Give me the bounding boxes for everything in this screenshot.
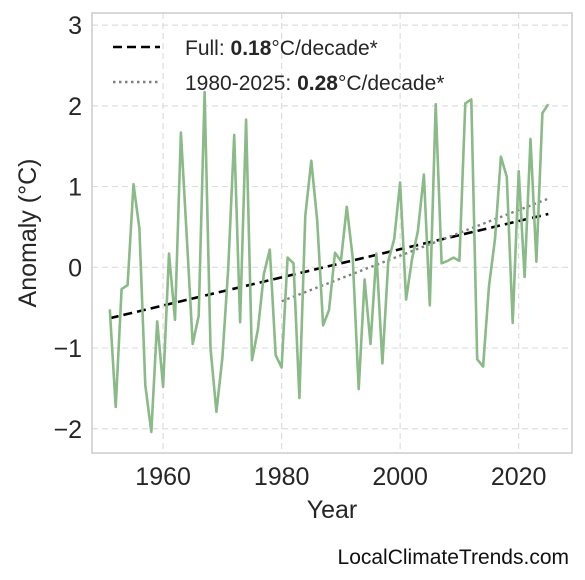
legend-value-recent: 0.28 — [297, 72, 338, 95]
legend-unit-recent: °C/decade* — [338, 72, 444, 95]
x-tick-label: 1980 — [254, 463, 310, 491]
legend-entry-recent: 1980-2025: 0.28°C/decade* — [185, 72, 444, 95]
legend: Full: 0.18°C/decade* 1980-2025: 0.28°C/d… — [113, 37, 444, 95]
x-tick-label: 2000 — [372, 463, 428, 491]
y-tick-label: −1 — [53, 335, 82, 363]
legend-unit-full: °C/decade* — [271, 37, 377, 60]
trend-lines — [109, 197, 549, 320]
x-tick-label: 2020 — [491, 463, 547, 491]
x-tick-label: 1960 — [135, 463, 191, 491]
data-series — [108, 90, 550, 434]
y-tick-label: −2 — [53, 416, 82, 444]
site-credit: LocalClimateTrends.com — [337, 546, 569, 569]
y-tick-label: 2 — [68, 93, 82, 121]
plot-frame — [91, 12, 573, 454]
x-axis-label: Year — [307, 496, 358, 524]
y-axis-label: Anomaly (°C) — [14, 159, 42, 308]
legend-value-full: 0.18 — [231, 37, 272, 60]
tick-labels: 1960 1980 2000 2020 −2 −1 0 1 2 3 — [53, 12, 546, 491]
legend-entry-full: Full: 0.18°C/decade* — [185, 37, 378, 60]
y-tick-label: 1 — [68, 174, 82, 202]
anomaly-chart: 1960 1980 2000 2020 −2 −1 0 1 2 3 Year Anomaly (°… — [14, 12, 573, 524]
anomaly-series-line — [108, 90, 550, 434]
legend-label-full: Full: — [185, 37, 231, 60]
y-tick-label: 0 — [68, 254, 82, 282]
trend-line-full — [109, 212, 549, 320]
legend-label-recent: 1980-2025: — [185, 72, 297, 95]
y-tick-label: 3 — [68, 12, 82, 40]
